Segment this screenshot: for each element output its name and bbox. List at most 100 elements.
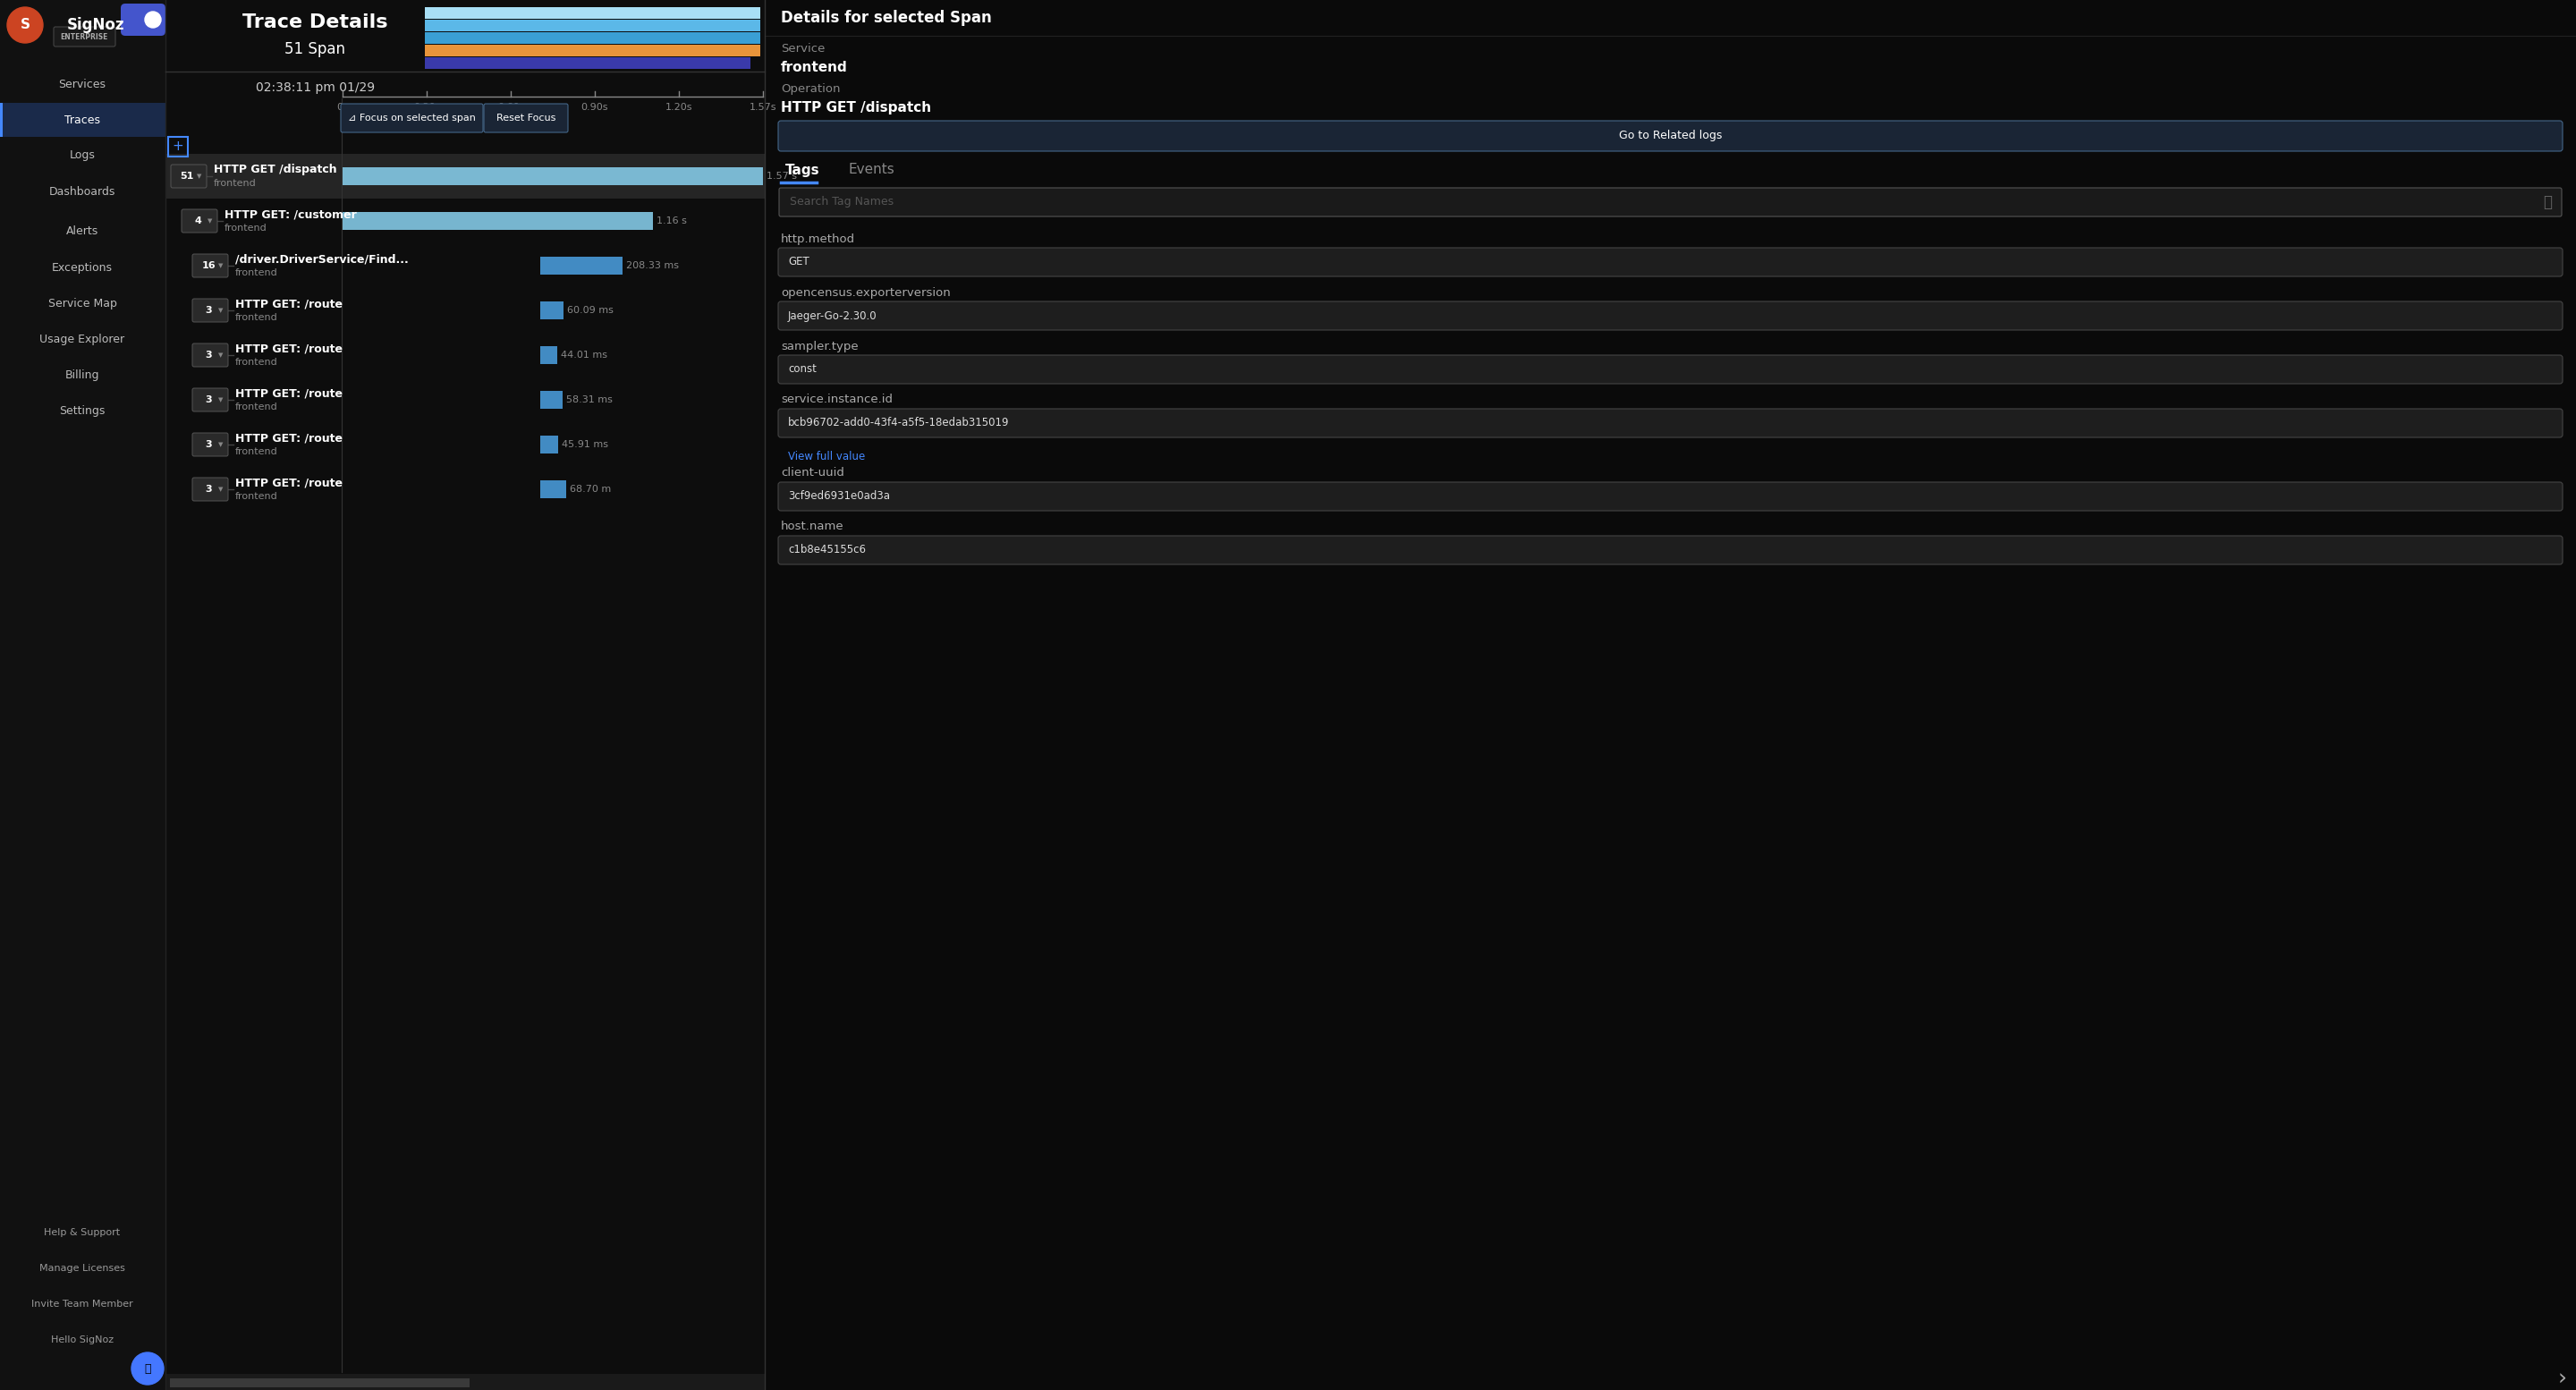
Text: 60.09 ms: 60.09 ms	[567, 306, 613, 316]
Text: SigNoz: SigNoz	[67, 17, 124, 33]
Point	[206, 213, 237, 229]
Text: frontend: frontend	[234, 403, 278, 411]
Text: Tags: Tags	[786, 163, 819, 177]
FancyBboxPatch shape	[180, 210, 216, 232]
Point	[412, 83, 443, 100]
Text: service.instance.id: service.instance.id	[781, 393, 894, 406]
Text: Manage Licenses: Manage Licenses	[39, 1264, 126, 1273]
Text: frontend: frontend	[234, 268, 278, 277]
Text: HTTP GET: /customer: HTTP GET: /customer	[224, 208, 355, 221]
Point	[191, 168, 222, 185]
Text: Go to Related logs: Go to Related logs	[1618, 131, 1721, 142]
FancyBboxPatch shape	[193, 478, 229, 500]
Bar	[425, 7, 760, 19]
Text: Usage Explorer: Usage Explorer	[39, 334, 124, 345]
Text: Services: Services	[59, 78, 106, 90]
FancyBboxPatch shape	[170, 164, 206, 188]
Text: /driver.DriverService/Find...: /driver.DriverService/Find...	[234, 253, 410, 265]
Text: View full value: View full value	[788, 450, 866, 461]
Text: ENTERPRISE: ENTERPRISE	[59, 32, 108, 40]
FancyBboxPatch shape	[778, 482, 2563, 510]
Bar	[0, 103, 165, 136]
Text: HTTP GET: /route: HTTP GET: /route	[234, 432, 343, 443]
Text: HTTP GET /dispatch: HTTP GET /dispatch	[781, 100, 933, 114]
Bar	[170, 1379, 469, 1387]
Text: frontend: frontend	[214, 179, 258, 188]
Circle shape	[8, 7, 44, 43]
Text: 3: 3	[206, 350, 211, 360]
Bar	[425, 57, 750, 70]
Point	[219, 392, 250, 409]
Text: 0s: 0s	[337, 103, 348, 111]
Bar	[343, 213, 652, 229]
Text: 3: 3	[206, 485, 211, 493]
Text: Details for selected Span: Details for selected Span	[781, 10, 992, 26]
Text: c1b8e45155c6: c1b8e45155c6	[788, 545, 866, 556]
Bar	[165, 1373, 765, 1390]
Text: HTTP GET: /route: HTTP GET: /route	[234, 343, 343, 354]
Point	[750, 63, 781, 79]
Point	[327, 83, 358, 100]
Point	[211, 257, 242, 274]
Text: ▼: ▼	[219, 486, 224, 492]
Text: opencensus.exporterversion: opencensus.exporterversion	[781, 286, 951, 299]
Text: ▼: ▼	[219, 263, 224, 268]
Text: frontend: frontend	[224, 224, 268, 232]
Text: 16: 16	[201, 261, 216, 270]
Bar	[0, 103, 3, 136]
Point	[665, 88, 696, 104]
Text: 51: 51	[180, 172, 193, 181]
FancyBboxPatch shape	[121, 4, 165, 36]
Text: 3cf9ed6931e0ad3a: 3cf9ed6931e0ad3a	[788, 491, 889, 502]
Text: Traces: Traces	[64, 114, 100, 125]
Text: ▼: ▼	[219, 442, 224, 448]
Point	[211, 302, 242, 318]
Text: HTTP GET /dispatch: HTTP GET /dispatch	[214, 164, 337, 175]
Point	[747, 88, 778, 104]
FancyBboxPatch shape	[778, 409, 2563, 438]
Bar	[541, 302, 564, 320]
Text: Events: Events	[848, 163, 894, 177]
Point	[495, 83, 526, 100]
FancyBboxPatch shape	[193, 343, 229, 367]
Text: Search Tag Names: Search Tag Names	[791, 196, 894, 208]
Text: GET: GET	[788, 256, 809, 268]
Point	[327, 88, 358, 104]
Text: ▼: ▼	[219, 353, 224, 357]
Text: Jaeger-Go-2.30.0: Jaeger-Go-2.30.0	[788, 310, 876, 321]
Text: 02:38:11 pm 01/29: 02:38:11 pm 01/29	[255, 82, 376, 95]
Bar	[425, 32, 760, 44]
Text: Exceptions: Exceptions	[52, 261, 113, 274]
Text: 1.20s: 1.20s	[665, 103, 693, 111]
FancyBboxPatch shape	[193, 254, 229, 277]
Bar	[541, 435, 559, 453]
Text: 208.33 ms: 208.33 ms	[626, 261, 680, 270]
Text: 68.70 m: 68.70 m	[569, 485, 611, 493]
Text: ⌕: ⌕	[2543, 195, 2553, 210]
Text: frontend: frontend	[234, 313, 278, 322]
Point	[747, 83, 778, 100]
Text: 0.90s: 0.90s	[582, 103, 608, 111]
Point	[211, 346, 242, 363]
Text: Trace Details: Trace Details	[242, 14, 389, 32]
Text: ▼: ▼	[196, 174, 201, 179]
Point	[211, 392, 242, 409]
Text: Service: Service	[781, 43, 824, 56]
Point	[219, 302, 250, 318]
Text: ▼: ▼	[209, 218, 214, 224]
Point	[412, 88, 443, 104]
Text: 58.31 ms: 58.31 ms	[567, 395, 613, 404]
Point	[665, 83, 696, 100]
FancyBboxPatch shape	[484, 104, 567, 132]
Text: Logs: Logs	[70, 150, 95, 161]
Text: Dashboards: Dashboards	[49, 186, 116, 197]
Text: HTTP GET: /route: HTTP GET: /route	[234, 477, 343, 489]
FancyBboxPatch shape	[193, 388, 229, 411]
Point	[196, 168, 227, 185]
Point	[211, 481, 242, 498]
FancyBboxPatch shape	[778, 302, 2563, 329]
FancyBboxPatch shape	[193, 432, 229, 456]
Bar	[165, 154, 765, 199]
Text: 3: 3	[206, 441, 211, 449]
Text: host.name: host.name	[781, 521, 845, 532]
